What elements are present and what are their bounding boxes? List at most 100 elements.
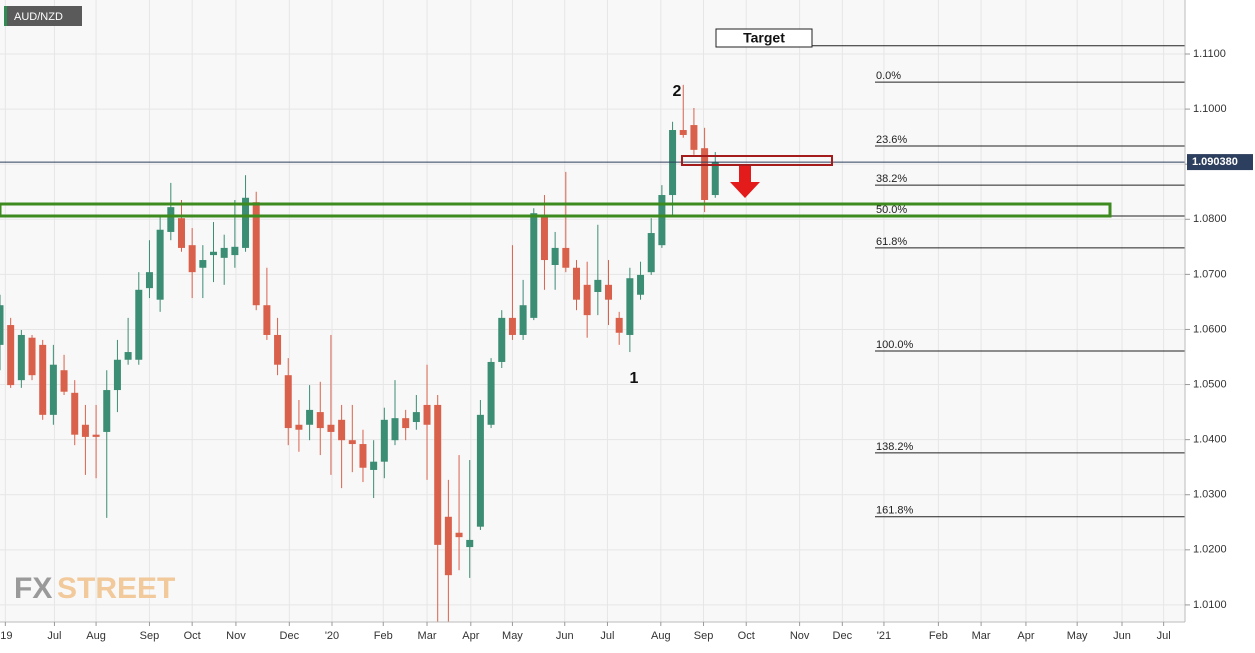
candle-body: [583, 284, 591, 316]
x-tick-label: Jun: [1113, 630, 1131, 642]
candle-body: [402, 418, 410, 429]
candle-body: [242, 197, 250, 248]
candle-body: [412, 412, 420, 423]
candle-body: [199, 260, 207, 268]
x-tick-label: '19: [0, 630, 13, 642]
y-tick-label: 1.0500: [1193, 378, 1227, 390]
support-zone: [0, 202, 1112, 218]
fib-label: 61.8%: [876, 236, 907, 248]
target-box: [715, 28, 813, 48]
last-price-box: [1187, 154, 1253, 171]
x-tick-label: Jul: [47, 630, 61, 642]
candle-body: [434, 404, 442, 545]
target-label: Target: [743, 30, 785, 46]
candle-body: [562, 247, 570, 268]
candle-body: [231, 246, 239, 256]
x-tick-label: Dec: [280, 630, 300, 642]
candle-body: [423, 404, 431, 425]
candle-body: [391, 418, 399, 441]
candle-body: [540, 214, 548, 261]
candle-body: [39, 344, 47, 415]
candle-body: [306, 409, 314, 425]
x-tick-label: '20: [325, 630, 339, 642]
resistance-box: [681, 155, 833, 166]
x-tick-label: Aug: [86, 630, 106, 642]
candle-body: [359, 444, 367, 468]
symbol-label: AUD/NZD: [14, 11, 63, 23]
candle-body: [49, 364, 57, 415]
wave-label: 1: [630, 370, 639, 387]
x-tick-label: Feb: [929, 630, 948, 642]
candle-body: [28, 337, 36, 376]
candle-body: [701, 148, 709, 200]
candle-body: [316, 412, 324, 429]
candle-body: [7, 325, 15, 386]
y-tick-label: 1.0700: [1193, 268, 1227, 280]
fib-label: 161.8%: [876, 505, 914, 517]
candle-body: [690, 125, 698, 150]
candle-body: [263, 305, 271, 335]
fib-label: 23.6%: [876, 134, 907, 146]
last-price-label: 1.090380: [1192, 156, 1238, 168]
candle-body: [167, 207, 175, 232]
candle-body: [113, 359, 121, 391]
candle-body: [252, 202, 260, 306]
candle-body: [284, 375, 292, 429]
candle-body: [124, 352, 132, 360]
candle-body: [530, 213, 538, 318]
candle-body: [647, 233, 655, 273]
x-tick-label: Mar: [972, 630, 991, 642]
candle-body: [572, 267, 580, 300]
candle-body: [188, 245, 196, 273]
x-tick-label: May: [1067, 630, 1088, 642]
overlays: 0.0% 23.6% 38.2% 50.0% 61.8% 100.0% 138.2% 161.…: [0, 45, 1185, 518]
x-tick-label: Feb: [374, 630, 393, 642]
candle-body: [156, 229, 164, 300]
candle-body: [338, 419, 346, 441]
plot-area: [0, 0, 1185, 622]
x-tick-label: Apr: [1017, 630, 1034, 642]
candle-body: [605, 284, 613, 300]
candle-body: [466, 539, 474, 548]
y-tick-label: 1.0400: [1193, 434, 1227, 446]
symbol-marker: [4, 6, 7, 26]
candle-body: [615, 317, 623, 333]
x-tick-label: Sep: [140, 630, 160, 642]
x-tick-label: Jul: [600, 630, 614, 642]
x-tick-label: May: [502, 630, 523, 642]
x-tick-label: Sep: [694, 630, 714, 642]
candle-body: [327, 424, 335, 432]
watermark: STREET: [57, 572, 175, 605]
candle-body: [71, 392, 79, 435]
candle-body: [210, 251, 218, 256]
candle-body: [476, 414, 484, 527]
candle-body: [444, 516, 452, 576]
y-tick-label: 1.0600: [1193, 323, 1227, 335]
candle-body: [295, 424, 303, 430]
candle-body: [103, 390, 111, 432]
candle-body: [0, 305, 4, 345]
candle-body: [81, 424, 89, 437]
y-tick-label: 1.0300: [1193, 489, 1227, 501]
x-tick-label: Oct: [184, 630, 201, 642]
x-tick-label: Aug: [651, 630, 671, 642]
x-tick-label: '21: [877, 630, 891, 642]
y-tick-label: 1.0800: [1193, 213, 1227, 225]
fib-label: 100.0%: [876, 339, 914, 351]
fib-label: 38.2%: [876, 173, 907, 185]
candle-body: [498, 317, 506, 362]
fib-label: 138.2%: [876, 441, 914, 453]
candle-body: [177, 218, 185, 248]
y-tick-label: 1.0100: [1193, 599, 1227, 611]
candle-body: [551, 247, 559, 265]
candle-body: [658, 195, 666, 246]
candle-body: [220, 247, 228, 258]
fib-label: 50.0%: [876, 204, 907, 216]
y-tick-label: 1.1000: [1193, 103, 1227, 115]
x-tick-label: Apr: [462, 630, 479, 642]
fib-label: 0.0%: [876, 70, 901, 82]
x-tick-label: Oct: [738, 630, 755, 642]
x-tick-label: Jun: [556, 630, 574, 642]
candle-body: [637, 274, 645, 295]
x-tick-label: Dec: [833, 630, 853, 642]
